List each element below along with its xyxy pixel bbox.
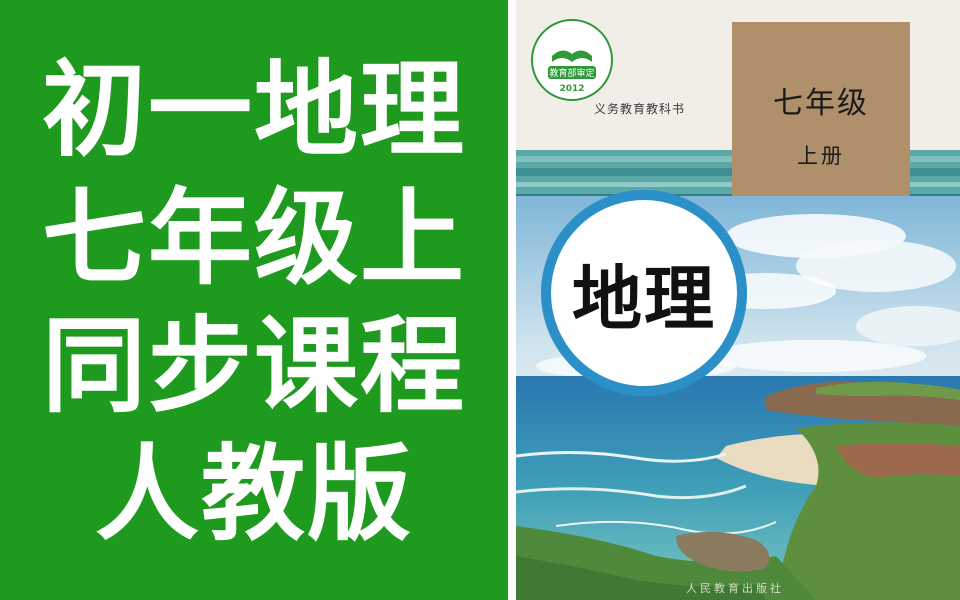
- publisher-label: 人民教育出版社: [686, 582, 784, 595]
- grade-label: 七年级: [773, 86, 869, 121]
- subject-title: 地理: [572, 256, 716, 340]
- title-line-1: 初一地理: [41, 49, 466, 171]
- volume-label: 上册: [797, 144, 845, 168]
- title-line-4: 人教版: [94, 433, 413, 555]
- panel-divider: [508, 0, 516, 600]
- approval-seal-logo: 教育部审定 2012: [531, 19, 613, 101]
- title-line-3: 同步课程: [41, 305, 466, 427]
- series-label: 义务教育教科书: [594, 102, 686, 116]
- seal-year: 2012: [559, 84, 584, 94]
- course-title-panel: 初一地理 七年级上 同步课程 人教版: [0, 0, 508, 600]
- seal-text: 教育部审定: [549, 67, 594, 79]
- grade-box: 七年级 上册: [732, 22, 910, 198]
- subject-badge: 地理: [541, 190, 747, 396]
- textbook-cover: 教育部审定 2012 义务教育教科书 七年级 上册: [516, 0, 960, 600]
- title-line-2: 七年级上: [41, 177, 466, 299]
